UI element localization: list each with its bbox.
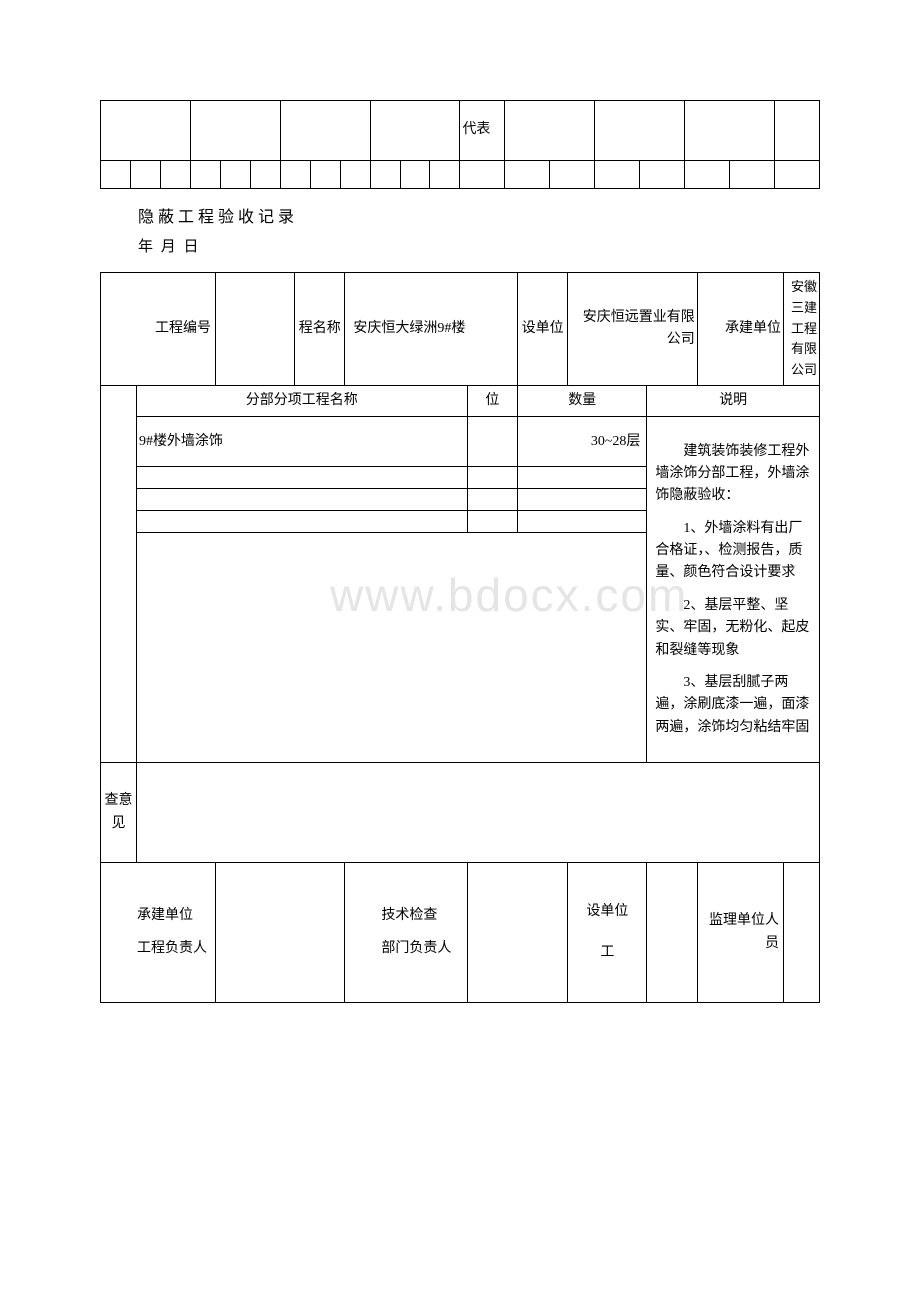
- sign-design-value: [647, 863, 697, 1003]
- sign-c3a: 设单位: [572, 901, 642, 923]
- opinion-row: 查意见: [101, 763, 820, 863]
- top-cell-rep: 代表: [460, 101, 505, 161]
- proj-no-value: [216, 273, 295, 386]
- explain-p4: 3、基层刮腻子两遍，涂刷底漆一遍，面漆两遍，涂饰均匀粘结牢固: [655, 672, 811, 739]
- subhdr-qty: 数量: [517, 385, 646, 416]
- sign-c3b: 工: [572, 942, 642, 964]
- contractor-label: 承建单位: [697, 273, 783, 386]
- explain-p3: 2、基层平整、坚实、牢固，无粉化、起皮和裂缝等现象: [655, 595, 811, 662]
- subhdr-name: 分部分项工程名称: [136, 385, 467, 416]
- data-row-1: 9#楼外墙涂饰 30~28层 建筑装饰装修工程外墙涂饰分部工程，外墙涂饰隐蔽验收…: [101, 417, 820, 467]
- top-fragment-table: 代表: [100, 100, 820, 189]
- sign-contractor-label: 承建单位 工程负责人: [101, 863, 216, 1003]
- sign-tech-value: [467, 863, 568, 1003]
- main-record-table: 工程编号 程名称 安庆恒大绿洲9#楼 设单位 安庆恒远置业有限公司 承建单位 安…: [100, 272, 820, 1003]
- sign-contractor-value: [216, 863, 345, 1003]
- sign-c2a: 技术检查: [353, 905, 458, 927]
- explain-cell: 建筑装饰装修工程外墙涂饰分部工程，外墙涂饰隐蔽验收： 1、外墙涂料有出厂合格证，…: [647, 417, 820, 763]
- sign-c1b: 工程负责人: [109, 938, 207, 960]
- top-row-1: 代表: [101, 101, 820, 161]
- item-qty-1: 30~28层: [517, 417, 646, 467]
- design-unit-label: 设单位: [517, 273, 567, 386]
- opinion-label: 查意见: [101, 763, 137, 863]
- design-unit-value: 安庆恒远置业有限公司: [568, 273, 697, 386]
- proj-name-value: 安庆恒大绿洲9#楼: [345, 273, 518, 386]
- explain-p1: 建筑装饰装修工程外墙涂饰分部工程，外墙涂饰隐蔽验收：: [655, 441, 811, 508]
- subhdr-explain: 说明: [647, 385, 820, 416]
- sign-c1a: 承建单位: [109, 905, 207, 927]
- sign-supervisor-value: [783, 863, 819, 1003]
- sign-c4a: 监理单位人员: [709, 913, 779, 950]
- proj-no-label: 工程编号: [101, 273, 216, 386]
- sub-header-row: 分部分项工程名称 位 数量 说明: [101, 385, 820, 416]
- contractor-value: 安徽三建工程有限公司: [783, 273, 819, 386]
- left-stub: [101, 385, 137, 762]
- sign-tech-label: 技术检查 部门负责人: [345, 863, 467, 1003]
- proj-name-label: 程名称: [295, 273, 345, 386]
- item-unit-1: [467, 417, 517, 467]
- opinion-content: [136, 763, 819, 863]
- header-row: 工程编号 程名称 安庆恒大绿洲9#楼 设单位 安庆恒远置业有限公司 承建单位 安…: [101, 273, 820, 386]
- date-line: 年 月 日: [138, 235, 820, 256]
- sign-c2b: 部门负责人: [353, 938, 458, 960]
- sign-design-label: 设单位 工: [568, 863, 647, 1003]
- record-title: 隐蔽工程验收记录: [138, 203, 820, 227]
- explain-p2: 1、外墙涂料有出厂合格证，、检测报告，质量、颜色符合设计要求: [655, 518, 811, 585]
- item-name-1: 9#楼外墙涂饰: [136, 417, 467, 467]
- top-row-2: [101, 161, 820, 189]
- subhdr-unit: 位: [467, 385, 517, 416]
- signature-row: 承建单位 工程负责人 技术检查 部门负责人 设单位 工 监理单位人员: [101, 863, 820, 1003]
- sign-supervisor-label: 监理单位人员: [697, 863, 783, 1003]
